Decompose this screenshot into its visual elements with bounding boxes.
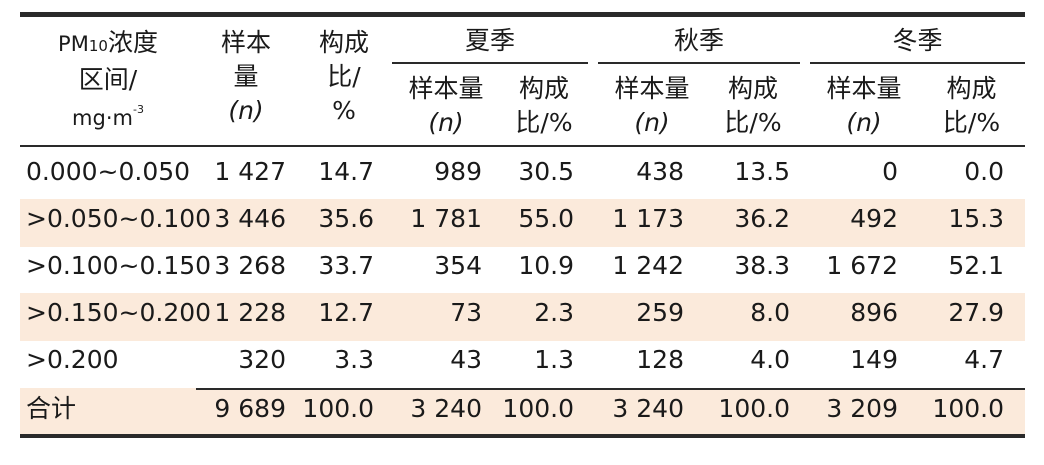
cell-ratio: 14.7 — [318, 157, 374, 186]
cell-summer-ratio: 10.9 — [518, 251, 574, 280]
cell-autumn-ratio: 38.3 — [734, 251, 790, 280]
top-rule — [20, 12, 1025, 17]
sub-samples-winter: 样本量 (n) — [826, 74, 902, 137]
cell-winter-samples: 149 — [850, 345, 898, 374]
cell-range: >0.100~0.150 — [26, 251, 212, 280]
cell-samples: 3 446 — [214, 204, 286, 233]
header-rule — [20, 145, 1025, 147]
cell-autumn-ratio: 36.2 — [734, 204, 790, 233]
bottom-rule — [20, 434, 1025, 438]
cell-winter-samples: 0 — [882, 157, 898, 186]
season-rule-summer — [392, 62, 588, 64]
cell-ratio: 33.7 — [318, 251, 374, 280]
header-range: PM10浓度 区间/ mg·m-3 — [58, 28, 158, 130]
cell-autumn-ratio: 100.0 — [718, 394, 790, 423]
cell-winter-samples: 896 — [850, 298, 898, 327]
sub-samples-summer: 样本量 (n) — [408, 74, 484, 137]
cell-summer-samples: 354 — [434, 251, 482, 280]
header-ratio: 构成 比/ % — [318, 28, 369, 125]
season-winter: 冬季 — [892, 26, 943, 55]
cell-samples: 1 228 — [214, 298, 286, 327]
cell-autumn-samples: 128 — [636, 345, 684, 374]
cell-winter-samples: 3 209 — [826, 394, 898, 423]
season-autumn: 秋季 — [673, 26, 724, 55]
cell-summer-ratio: 100.0 — [502, 394, 574, 423]
cell-summer-samples: 3 240 — [410, 394, 482, 423]
row-band — [20, 199, 1025, 247]
cell-autumn-samples: 1 242 — [612, 251, 684, 280]
cell-summer-ratio: 55.0 — [518, 204, 574, 233]
cell-range: 0.000~0.050 — [25, 157, 191, 186]
cell-autumn-samples: 1 173 — [612, 204, 684, 233]
cell-ratio: 3.3 — [334, 345, 374, 374]
cell-autumn-samples: 259 — [636, 298, 684, 327]
cell-summer-samples: 73 — [450, 298, 482, 327]
cell-winter-ratio: 52.1 — [948, 251, 1004, 280]
row-band — [20, 388, 1025, 436]
cell-range: >0.150~0.200 — [26, 298, 212, 327]
cell-samples: 9 689 — [214, 394, 286, 423]
sub-ratio-winter: 构成 比/% — [942, 74, 1001, 137]
cell-winter-ratio: 100.0 — [932, 394, 1004, 423]
cell-range: >0.050~0.100 — [26, 204, 212, 233]
cell-summer-ratio: 1.3 — [534, 345, 574, 374]
season-rule-winter — [810, 62, 1025, 64]
cell-autumn-ratio: 13.5 — [734, 157, 790, 186]
cell-winter-samples: 1 672 — [826, 251, 898, 280]
sub-samples-autumn: 样本量 (n) — [614, 74, 690, 137]
cell-autumn-samples: 3 240 — [612, 394, 684, 423]
cell-summer-samples: 1 781 — [410, 204, 482, 233]
cell-range: 合计 — [26, 394, 77, 423]
sub-ratio-summer: 构成 比/% — [515, 74, 573, 137]
sub-ratio-autumn: 构成 比/% — [724, 74, 782, 137]
header-samples: 样本 量 (n) — [220, 28, 271, 125]
cell-ratio: 12.7 — [318, 298, 374, 327]
cell-winter-ratio: 4.7 — [964, 345, 1004, 374]
cell-ratio: 100.0 — [302, 394, 374, 423]
season-summer: 夏季 — [464, 26, 515, 55]
cell-winter-ratio: 15.3 — [948, 204, 1004, 233]
cell-autumn-ratio: 4.0 — [750, 345, 790, 374]
cell-summer-ratio: 30.5 — [518, 157, 574, 186]
cell-samples: 320 — [238, 345, 286, 374]
season-rule-autumn — [598, 62, 800, 64]
cell-autumn-samples: 438 — [636, 157, 684, 186]
cell-range: >0.200 — [26, 345, 119, 374]
total-rule — [196, 388, 1025, 390]
cell-summer-samples: 989 — [434, 157, 482, 186]
row-band — [20, 293, 1025, 341]
cell-summer-samples: 43 — [450, 345, 482, 374]
cell-autumn-ratio: 8.0 — [750, 298, 790, 327]
cell-winter-ratio: 27.9 — [948, 298, 1004, 327]
cell-samples: 3 268 — [214, 251, 286, 280]
cell-ratio: 35.6 — [318, 204, 374, 233]
cell-summer-ratio: 2.3 — [534, 298, 574, 327]
cell-winter-samples: 492 — [850, 204, 898, 233]
cell-samples: 1 427 — [214, 157, 286, 186]
cell-winter-ratio: 0.0 — [964, 157, 1004, 186]
